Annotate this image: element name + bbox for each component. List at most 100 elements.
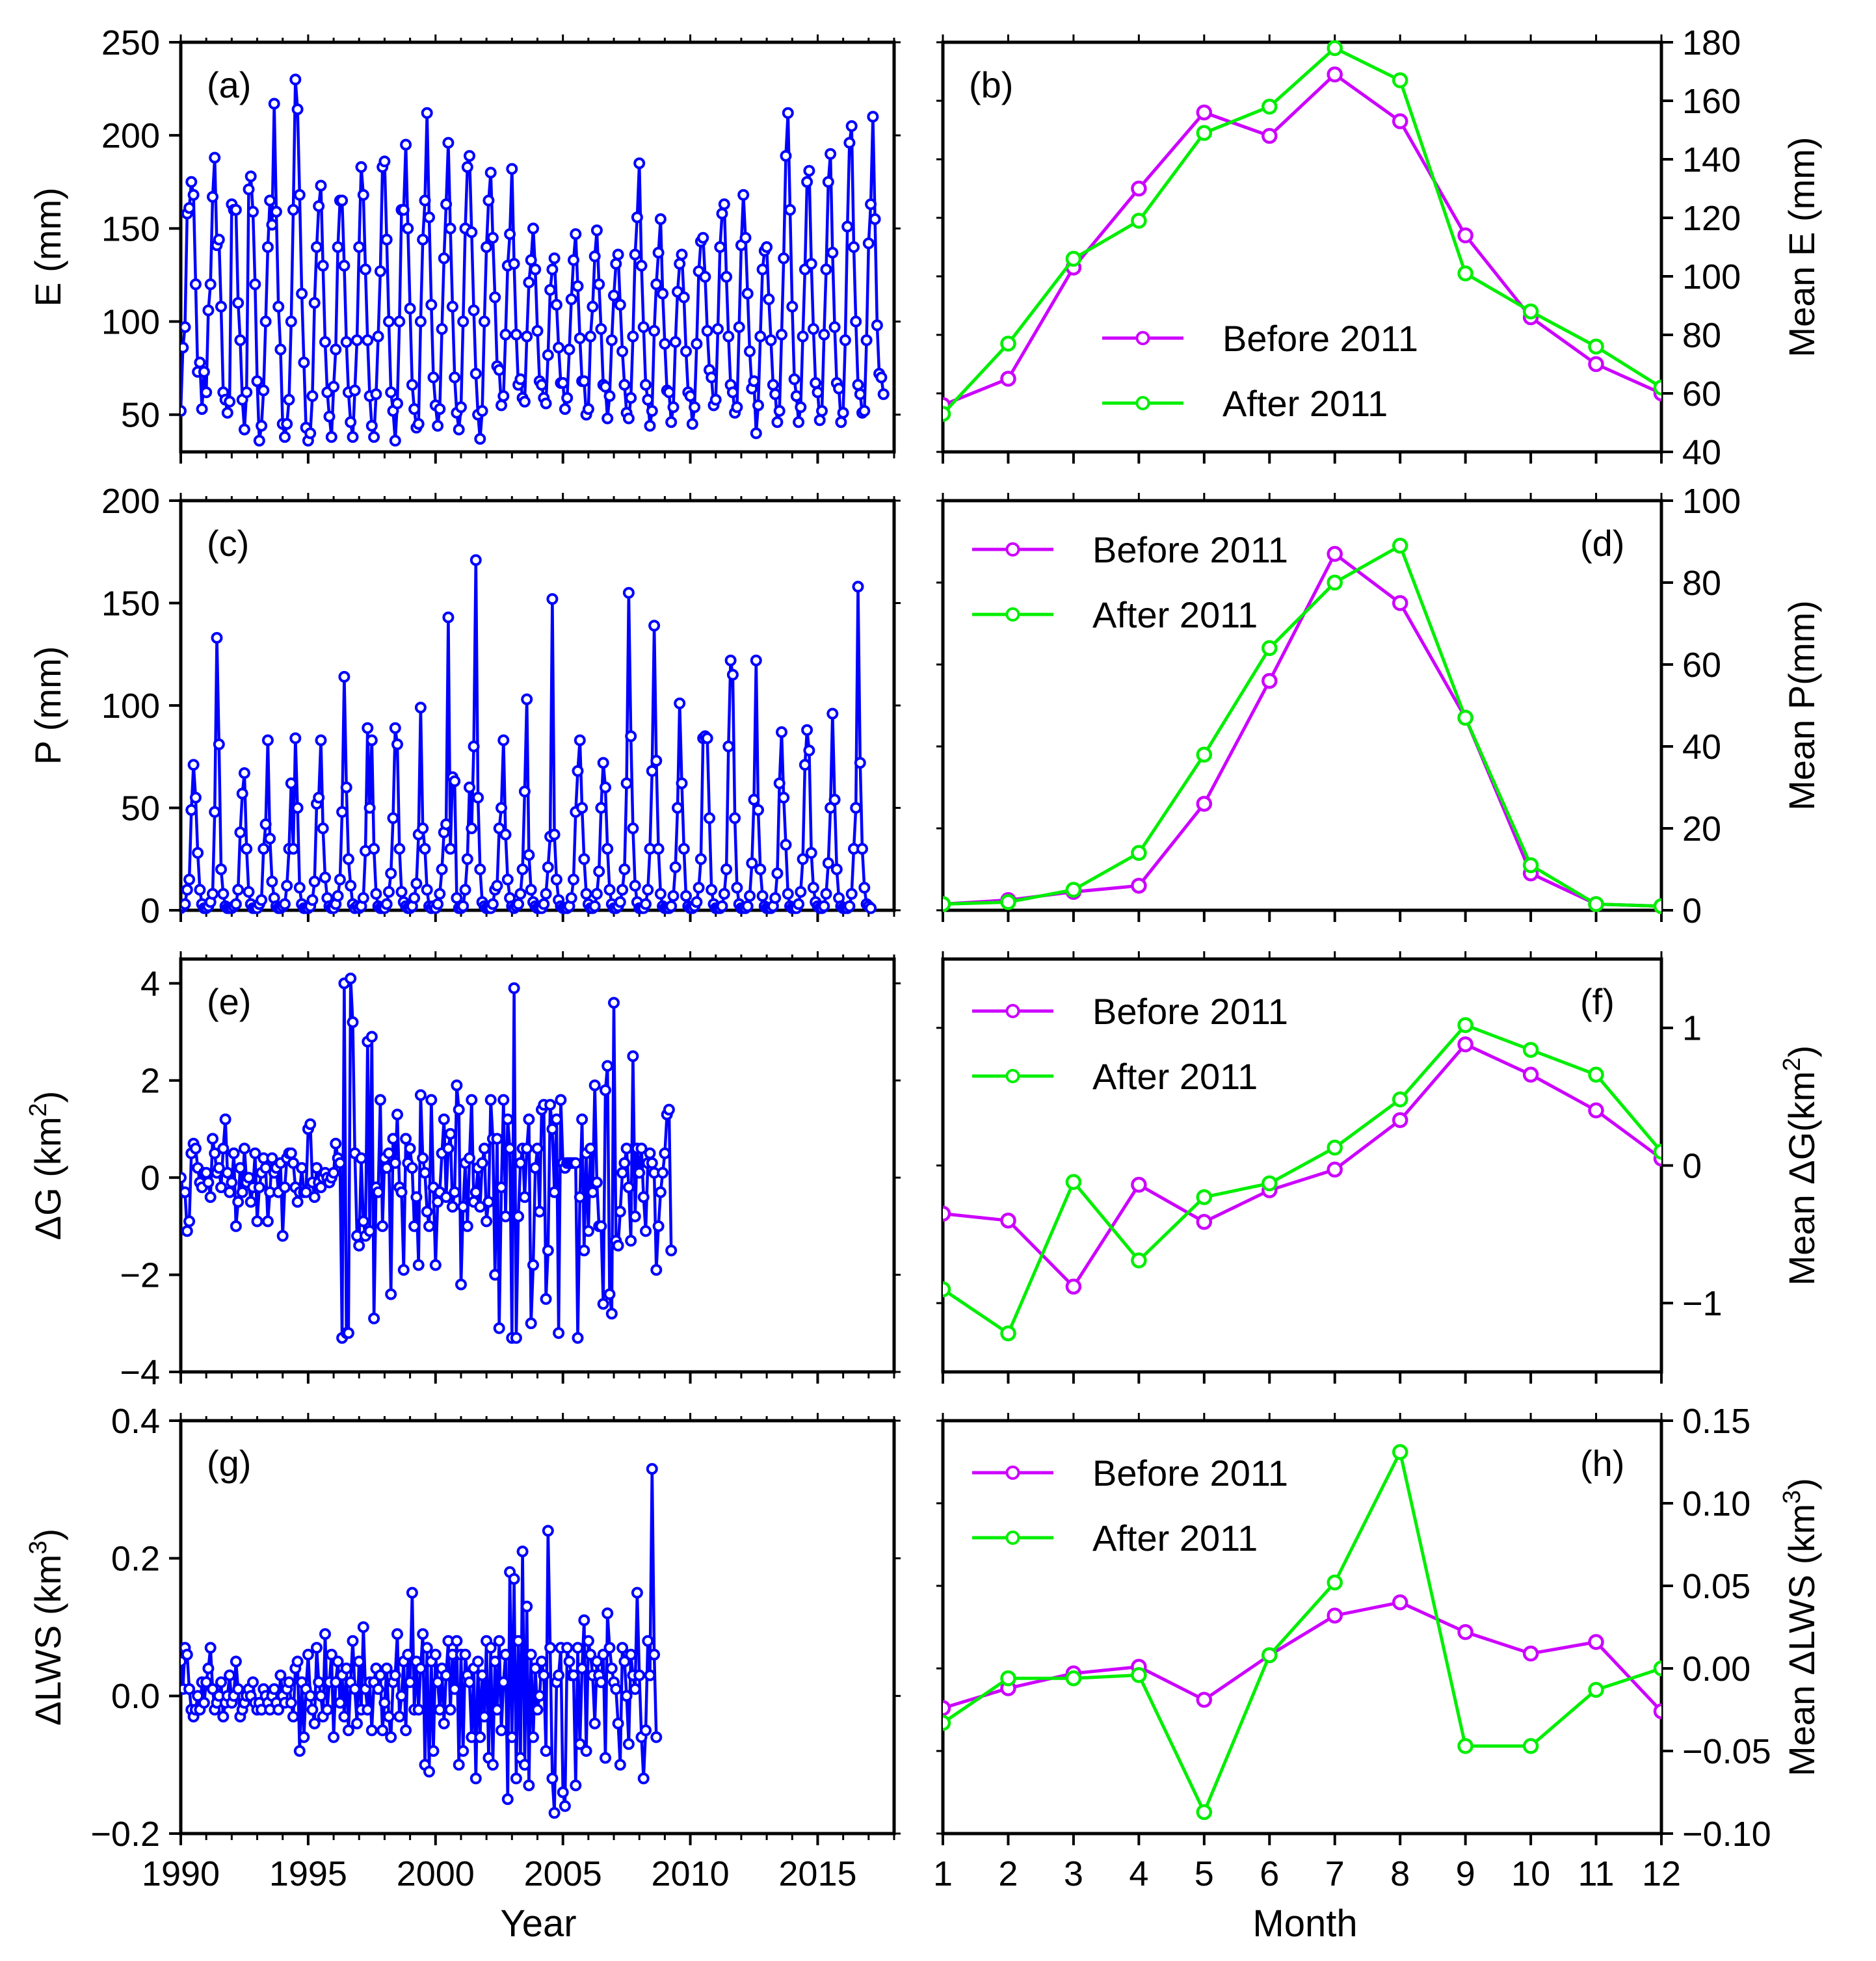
data-point — [546, 593, 559, 605]
data-point — [311, 1642, 323, 1654]
data-point — [397, 1264, 410, 1276]
data-point — [531, 1704, 544, 1716]
data-point — [414, 1089, 427, 1101]
data-point — [852, 581, 864, 593]
data-point — [446, 1201, 458, 1213]
data-point — [633, 1669, 646, 1681]
panel-f: −1 0 1 Mean ΔG(km2) (f) Before 2011 After 2011 — [936, 951, 1822, 1384]
data-point-after-2011 — [1000, 1670, 1016, 1687]
data-point — [417, 1628, 429, 1640]
data-point — [338, 670, 350, 683]
data-point — [372, 330, 384, 343]
data-point — [410, 1191, 423, 1204]
data-point — [767, 378, 779, 391]
data-point — [323, 410, 336, 423]
data-point — [733, 321, 745, 334]
data-point — [232, 884, 244, 896]
legend-item-before-2011: Before 2011 — [1102, 318, 1418, 359]
data-point — [317, 259, 329, 272]
data-point — [737, 189, 750, 201]
y-tick-label: 4 — [140, 964, 160, 1003]
data-point — [576, 802, 588, 814]
data-point — [600, 1084, 611, 1096]
data-point — [459, 884, 471, 896]
x-tick-label: 9 — [1456, 1854, 1475, 1893]
data-point — [595, 1220, 607, 1232]
data-point — [550, 873, 562, 886]
data-point — [404, 302, 416, 315]
data-point — [597, 757, 609, 769]
data-point-after-2011 — [1588, 1681, 1604, 1698]
data-point — [605, 1663, 618, 1674]
data-point — [474, 863, 486, 875]
data-point — [565, 293, 577, 306]
data-point — [209, 806, 221, 818]
data-point — [504, 228, 516, 240]
data-point — [585, 1142, 597, 1155]
data-point — [712, 323, 724, 335]
panel-c: 0 50 100 150 200 P (mm) (c) — [27, 482, 901, 930]
data-point — [495, 399, 507, 412]
data-point — [279, 431, 291, 443]
data-point — [383, 1147, 395, 1159]
series-line-before-2011 — [943, 73, 1661, 407]
data-point — [455, 1278, 467, 1291]
data-point — [504, 1142, 516, 1155]
data-point — [440, 818, 453, 830]
data-point — [497, 1676, 510, 1689]
data-point — [493, 364, 505, 376]
y-tick-label: 180 — [1682, 23, 1741, 62]
legend-marker — [1005, 1466, 1020, 1480]
data-point-after-2011 — [1522, 1738, 1539, 1754]
data-point-after-2011 — [1262, 640, 1278, 657]
data-point — [434, 888, 446, 900]
data-point — [469, 1772, 482, 1785]
data-point — [385, 867, 397, 880]
data-point — [620, 777, 633, 789]
x-tick-label: 6 — [1260, 1854, 1279, 1893]
series-group — [943, 538, 1661, 914]
data-point — [417, 233, 429, 246]
data-point — [272, 300, 285, 313]
data-point — [207, 191, 218, 203]
data-point — [444, 222, 456, 235]
data-point — [731, 882, 743, 894]
data-point — [663, 386, 675, 399]
data-point — [308, 1717, 321, 1730]
data-point — [544, 1099, 557, 1111]
data-point — [722, 330, 735, 343]
data-point — [478, 315, 490, 328]
data-point — [249, 278, 261, 291]
data-point — [298, 1731, 310, 1743]
data-point — [363, 802, 376, 814]
data-point — [357, 1621, 369, 1633]
data-point — [264, 194, 276, 207]
data-point — [181, 321, 191, 334]
data-point — [328, 1731, 340, 1743]
legend-item-before-2011: Before 2011 — [972, 1453, 1288, 1494]
data-point — [614, 896, 626, 908]
data-point — [238, 423, 250, 436]
data-point — [406, 1162, 418, 1174]
data-point — [349, 384, 361, 397]
data-point — [181, 1172, 187, 1184]
y-axis-label-text: E (mm) — [27, 187, 68, 307]
data-point — [370, 388, 382, 401]
data-point — [412, 1259, 425, 1271]
data-point — [578, 1614, 590, 1626]
data-point — [436, 323, 448, 335]
data-point — [646, 765, 658, 777]
data-point — [311, 241, 323, 253]
y-axis-label: Mean ΔLWS (km3) — [1778, 1478, 1822, 1776]
panel-label: (a) — [207, 64, 251, 105]
data-point — [251, 1215, 263, 1228]
data-point — [453, 1103, 465, 1116]
data-point — [748, 375, 760, 388]
data-point — [204, 1642, 217, 1654]
data-point — [427, 1745, 440, 1757]
data-point — [605, 1308, 618, 1320]
data-point — [726, 386, 739, 399]
y-tick-label: 140 — [1682, 140, 1741, 179]
data-point — [850, 315, 862, 328]
data-point — [383, 886, 395, 898]
